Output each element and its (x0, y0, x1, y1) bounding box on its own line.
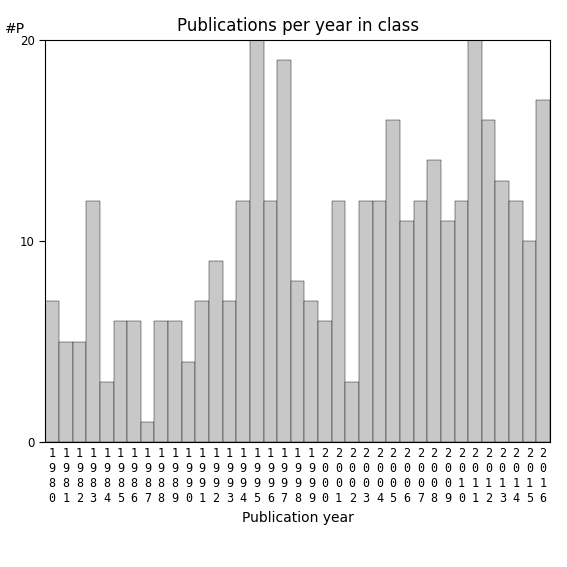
Bar (277, 60, 291, 442)
Text: #P: #P (5, 22, 25, 36)
Bar (536, 100, 550, 442)
Bar (345, 382, 359, 442)
Bar (154, 321, 168, 442)
Bar (168, 321, 182, 442)
Bar (59, 341, 73, 442)
Bar (264, 201, 277, 442)
Bar (455, 201, 468, 442)
Bar (209, 261, 223, 442)
Bar (236, 201, 250, 442)
Bar (113, 321, 127, 442)
Bar (318, 321, 332, 442)
Bar (141, 422, 154, 442)
Bar (428, 160, 441, 442)
Bar (304, 302, 318, 442)
Bar (523, 241, 536, 442)
Bar (196, 302, 209, 442)
Bar (482, 120, 496, 442)
Bar (182, 362, 196, 442)
Bar (86, 201, 100, 442)
Title: Publications per year in class: Publications per year in class (176, 18, 419, 35)
Bar (291, 281, 304, 442)
Bar (127, 321, 141, 442)
Bar (45, 302, 59, 442)
X-axis label: Publication year: Publication year (242, 511, 354, 524)
Bar (100, 382, 113, 442)
Bar (332, 201, 345, 442)
Bar (359, 201, 373, 442)
Bar (441, 221, 455, 442)
Bar (496, 180, 509, 442)
Bar (386, 120, 400, 442)
Bar (400, 221, 413, 442)
Bar (250, 40, 264, 442)
Bar (509, 201, 523, 442)
Bar (73, 341, 86, 442)
Bar (413, 201, 428, 442)
Bar (223, 302, 236, 442)
Bar (373, 201, 386, 442)
Bar (468, 40, 482, 442)
